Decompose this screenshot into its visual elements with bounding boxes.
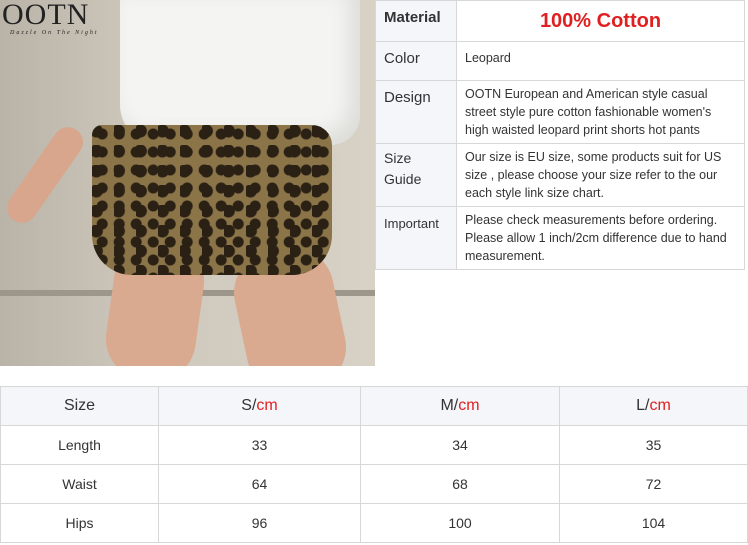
- cell: 96: [158, 503, 361, 543]
- logo-tagline: Dazzle On The Night: [10, 30, 99, 36]
- design-label: Design: [375, 80, 457, 144]
- cell: 33: [158, 425, 361, 465]
- cell: 72: [559, 464, 748, 504]
- row-label: Length: [0, 425, 159, 465]
- design-value: OOTN European and American style casual …: [456, 80, 745, 144]
- cell: 34: [360, 425, 560, 465]
- size-header-m: M/cm: [360, 386, 560, 426]
- brand-logo: OOTN Dazzle On The Night: [2, 0, 99, 36]
- cell: 64: [158, 464, 361, 504]
- size-header-l: L/cm: [559, 386, 748, 426]
- row-label: Hips: [0, 503, 159, 543]
- cell: 100: [360, 503, 560, 543]
- info-row-important: Important Please check measurements befo…: [375, 206, 745, 270]
- leopard-shorts: [92, 125, 332, 275]
- shirt: [120, 0, 360, 145]
- color-value: Leopard: [456, 41, 745, 81]
- arm: [1, 121, 89, 229]
- cell: 68: [360, 464, 560, 504]
- product-photo: OOTN Dazzle On The Night: [0, 0, 375, 366]
- important-value: Please check measurements before orderin…: [456, 206, 745, 270]
- cell: 104: [559, 503, 748, 543]
- table-row: Length 33 34 35: [0, 425, 748, 465]
- cell: 35: [559, 425, 748, 465]
- info-row-design: Design OOTN European and American style …: [375, 80, 745, 144]
- important-label: Important: [375, 206, 457, 270]
- product-info-table: Material 100% Cotton Color Leopard Desig…: [375, 0, 745, 270]
- size-chart-table: Size S/cm M/cm L/cm Length 33 34 35 Wais…: [0, 386, 748, 543]
- size-header-label: Size: [0, 386, 159, 426]
- material-label: Material: [375, 0, 457, 42]
- size-guide-value: Our size is EU size, some products suit …: [456, 143, 745, 207]
- size-header-row: Size S/cm M/cm L/cm: [0, 386, 748, 426]
- size-guide-label: Size Guide: [375, 143, 457, 207]
- size-header-s: S/cm: [158, 386, 361, 426]
- table-row: Hips 96 100 104: [0, 503, 748, 543]
- material-value: 100% Cotton: [456, 0, 745, 42]
- logo-text: OOTN: [2, 0, 90, 31]
- info-row-material: Material 100% Cotton: [375, 0, 745, 42]
- color-label: Color: [375, 41, 457, 81]
- row-label: Waist: [0, 464, 159, 504]
- table-row: Waist 64 68 72: [0, 464, 748, 504]
- info-row-size-guide: Size Guide Our size is EU size, some pro…: [375, 143, 745, 207]
- info-row-color: Color Leopard: [375, 41, 745, 81]
